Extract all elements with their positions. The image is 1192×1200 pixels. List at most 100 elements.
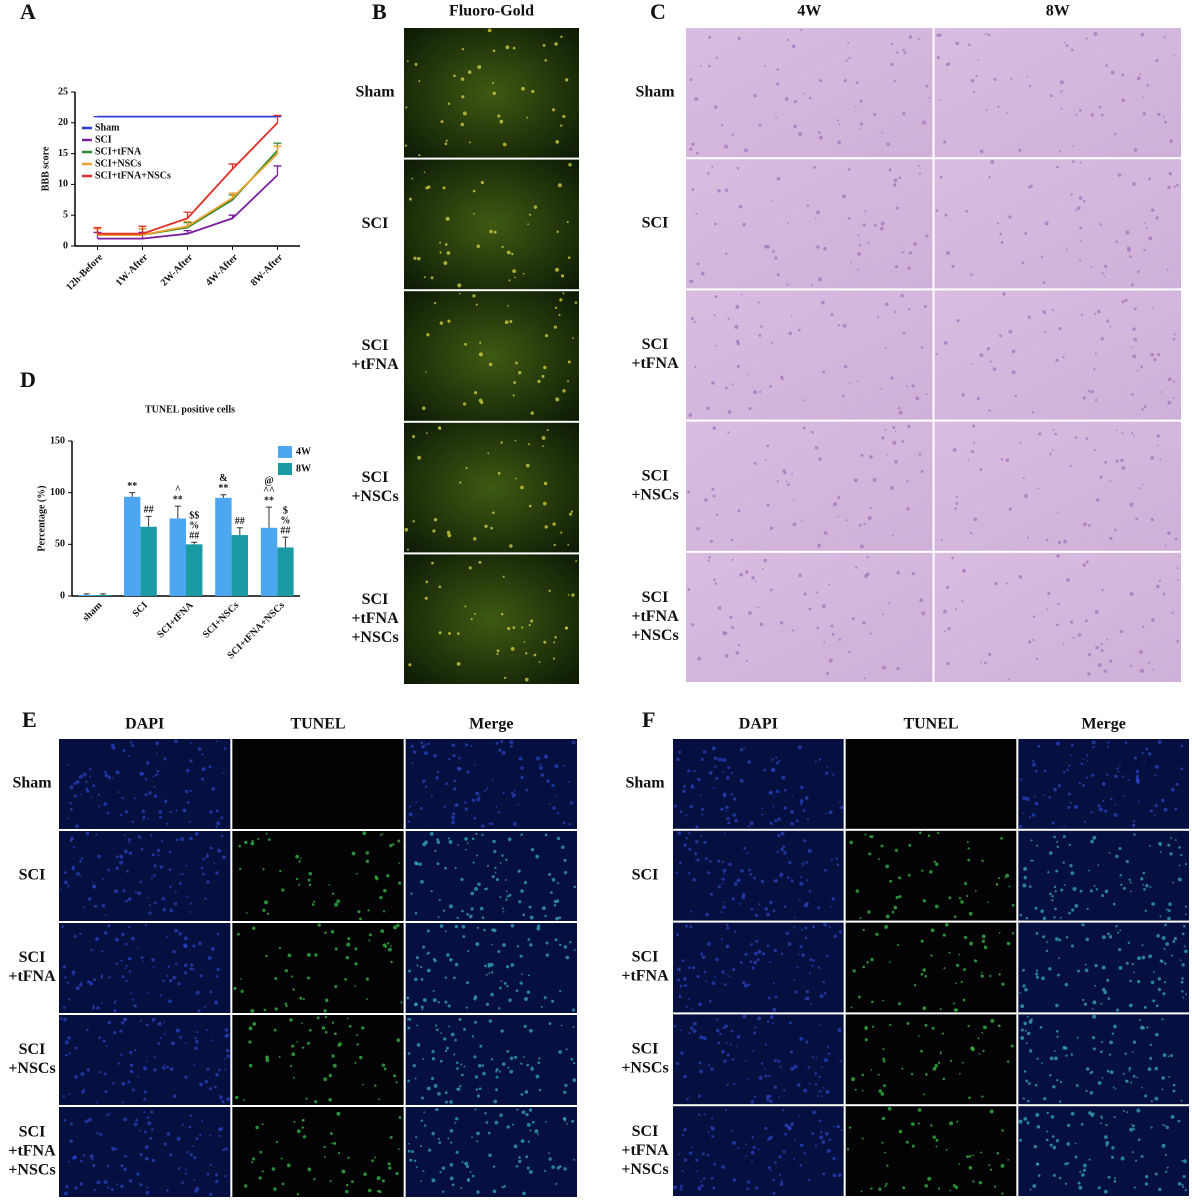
cell-dot [406, 548, 410, 551]
cell-dot [407, 820, 411, 823]
cell-dot [213, 862, 216, 865]
cell-dot [494, 866, 497, 869]
cell-dot [699, 65, 702, 67]
cell-dot [424, 596, 428, 600]
cell-dot [421, 1008, 424, 1011]
cell-dot [751, 1160, 753, 1163]
cell-dot [163, 1032, 166, 1035]
cell-dot [133, 797, 136, 800]
cell-dot [1095, 498, 1100, 502]
cell-dot [414, 1077, 417, 1080]
cell-dot [753, 960, 758, 965]
cell-dot [739, 572, 743, 577]
cell-dot [66, 981, 69, 984]
cell-dot [811, 1132, 815, 1136]
cell-dot [1063, 825, 1066, 828]
cell-dot [699, 794, 702, 797]
cell-dot [888, 602, 891, 605]
cell-dot [873, 113, 877, 117]
cell-dot [426, 929, 430, 933]
cell-dot [788, 860, 792, 865]
cell-dot [545, 953, 549, 957]
cell-dot [1144, 222, 1147, 225]
cell-dot [998, 931, 1001, 934]
cell-dot [777, 1059, 781, 1063]
cell-dot [1035, 932, 1039, 935]
cell-dot [445, 1046, 449, 1050]
cell-dot [106, 1164, 110, 1168]
cell-dot [502, 142, 507, 147]
cell-dot [137, 835, 141, 839]
cell-dot [779, 872, 784, 877]
cell-dot [1053, 1056, 1058, 1061]
cell-dot [119, 860, 124, 865]
cell-dot [760, 879, 765, 884]
cell-dot [703, 840, 707, 845]
cell-dot [225, 1048, 230, 1053]
column-header: Merge [1081, 716, 1125, 733]
cell-dot [1028, 1082, 1031, 1085]
cell-dot [121, 975, 125, 979]
cell-dot [469, 914, 473, 919]
cell-dot [1163, 981, 1167, 984]
cell-dot [1109, 1040, 1113, 1045]
cell-dot [463, 801, 467, 804]
cell-dot [774, 995, 778, 999]
cell-dot [730, 1029, 734, 1033]
cell-dot [519, 981, 523, 985]
cell-dot [1149, 809, 1153, 813]
cell-dot [189, 1114, 192, 1117]
cell-dot [1107, 1175, 1111, 1179]
cell-dot [1120, 1156, 1125, 1161]
cell-dot [923, 304, 927, 309]
cell-dot [814, 446, 819, 450]
cell-dot [1045, 1138, 1049, 1142]
cell-dot [1067, 1123, 1071, 1128]
cell-dot [205, 854, 209, 858]
cell-dot [223, 747, 227, 750]
cell-dot [299, 857, 302, 860]
cell-dot [783, 851, 787, 855]
cell-dot [407, 1026, 411, 1030]
cell-dot [821, 1095, 824, 1098]
cell-dot [1066, 578, 1071, 582]
cell-dot [190, 742, 192, 744]
cell-dot [1132, 819, 1136, 823]
cell-dot [62, 1095, 66, 1098]
cell-dot [823, 246, 828, 251]
cell-dot [501, 854, 504, 857]
cell-dot [793, 1064, 798, 1069]
cell-dot [1062, 835, 1066, 839]
cell-dot [803, 1151, 807, 1155]
cell-dot [196, 1031, 199, 1034]
cell-dot [1092, 746, 1095, 749]
cell-dot [149, 1136, 153, 1140]
cell-dot [962, 998, 966, 1002]
cell-dot [544, 525, 548, 529]
cell-dot [1144, 1174, 1149, 1179]
cell-dot [1082, 199, 1086, 203]
cell-dot [718, 757, 723, 762]
cell-dot [444, 976, 447, 979]
cell-dot [682, 789, 686, 794]
cell-dot [1051, 821, 1055, 825]
cell-dot [1014, 394, 1018, 398]
cell-dot [293, 1076, 295, 1079]
cell-dot [917, 165, 920, 167]
cell-dot [464, 743, 469, 747]
cell-dot [791, 629, 794, 632]
cell-dot [688, 413, 693, 417]
bar [277, 547, 294, 596]
cell-dot [561, 845, 565, 849]
x-tick-label: 2W-After [159, 252, 196, 289]
cell-dot [415, 1136, 418, 1139]
cell-dot [79, 874, 82, 877]
cell-dot [449, 1128, 454, 1133]
cell-dot [1118, 846, 1122, 851]
cell-dot [892, 534, 895, 537]
cell-dot [458, 1018, 462, 1022]
cell-dot [122, 749, 126, 753]
cell-dot [98, 805, 101, 808]
cell-dot [881, 1116, 886, 1121]
cell-dot [1114, 528, 1117, 532]
